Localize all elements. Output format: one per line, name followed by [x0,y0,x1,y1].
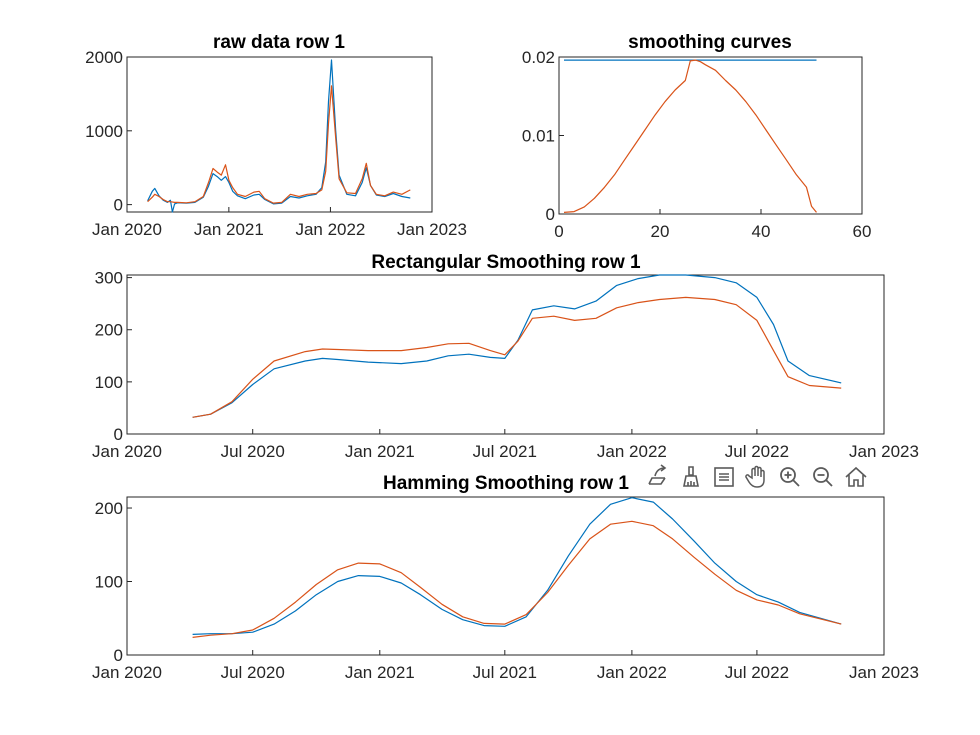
series-line-2 [192,296,842,418]
x-tick-label: Jul 2021 [473,442,537,461]
home-button[interactable] [841,462,871,492]
x-tick-label: Jul 2020 [221,663,285,682]
x-tick-label: Jan 2020 [92,220,162,239]
brush-button[interactable] [676,462,706,492]
x-tick-label: Jan 2021 [194,220,264,239]
y-tick-label: 100 [95,373,123,392]
x-tick-label: Jul 2021 [473,663,537,682]
chart-title-rect: Rectangular Smoothing row 1 [371,252,641,273]
x-tick-label: Jul 2020 [221,442,285,461]
y-tick-label: 1000 [85,122,123,141]
chart-title-raw: raw data row 1 [213,32,345,53]
datatips-button[interactable] [709,462,739,492]
y-tick-label: 200 [95,499,123,518]
axes-box-curves [558,56,863,215]
y-tick-label: 300 [95,269,123,288]
x-tick-label: Jan 2022 [597,442,667,461]
x-tick-label: Jul 2022 [725,663,789,682]
x-tick-label: Jan 2020 [92,442,162,461]
zoom-in-button[interactable] [775,462,805,492]
chart-title-curves: smoothing curves [628,32,792,53]
x-tick-label: Jan 2021 [345,442,415,461]
chart-smoothing-curves: smoothing curves 0 20 40 60 0 0.01 0.02 [522,32,872,241]
pan-button[interactable] [742,462,772,492]
brush-icon [683,466,699,487]
zoom-out-button[interactable] [808,462,838,492]
x-tick-label: 40 [752,222,771,241]
y-tick-label: 0.02 [522,48,555,67]
series-line-2 [563,59,817,213]
zoom-in-icon [780,467,800,487]
x-tick-label: 0 [554,222,563,241]
axes-toolbar [643,462,871,492]
chart-rectangular-smoothing: Rectangular Smoothing row 1 Jan 2020 Jul … [92,252,919,461]
chart-raw-data: raw data row 1 Jan 2020 Jan 2021 Jan 2022 J… [85,32,467,239]
pan-icon [745,465,765,488]
x-tick-label: Jan 2023 [397,220,467,239]
y-tick-label: 0 [114,646,123,665]
home-icon [845,466,867,487]
y-tick-label: 0 [114,425,123,444]
y-tick-label: 200 [95,321,123,340]
axes-box-hamming [126,496,885,656]
x-tick-label: Jan 2023 [849,663,919,682]
x-tick-label: Jan 2020 [92,663,162,682]
x-tick-label: 20 [651,222,670,241]
y-tick-label: 0.01 [522,127,555,146]
x-tick-label: Jan 2022 [597,663,667,682]
datatips-icon [714,467,734,487]
series-line-1 [192,497,842,635]
series-line-2 [192,520,842,638]
export-button[interactable] [643,462,673,492]
chart-title-hamming: Hamming Smoothing row 1 [383,473,629,494]
x-tick-label: Jan 2022 [295,220,365,239]
series-line-1 [147,59,411,213]
chart-hamming-smoothing: Hamming Smoothing row 1 Jan 2020 Jul 2020… [92,473,919,682]
series-line-2 [147,85,411,204]
x-tick-label: Jan 2021 [345,663,415,682]
y-tick-label: 0 [546,205,555,224]
y-tick-label: 0 [114,196,123,215]
export-icon [648,464,667,485]
y-tick-label: 2000 [85,48,123,67]
x-tick-label: Jul 2022 [725,442,789,461]
x-tick-label: Jan 2023 [849,442,919,461]
zoom-out-icon [813,467,833,487]
y-tick-label: 100 [95,573,123,592]
axes-box-raw [126,56,433,213]
x-tick-label: 60 [853,222,872,241]
